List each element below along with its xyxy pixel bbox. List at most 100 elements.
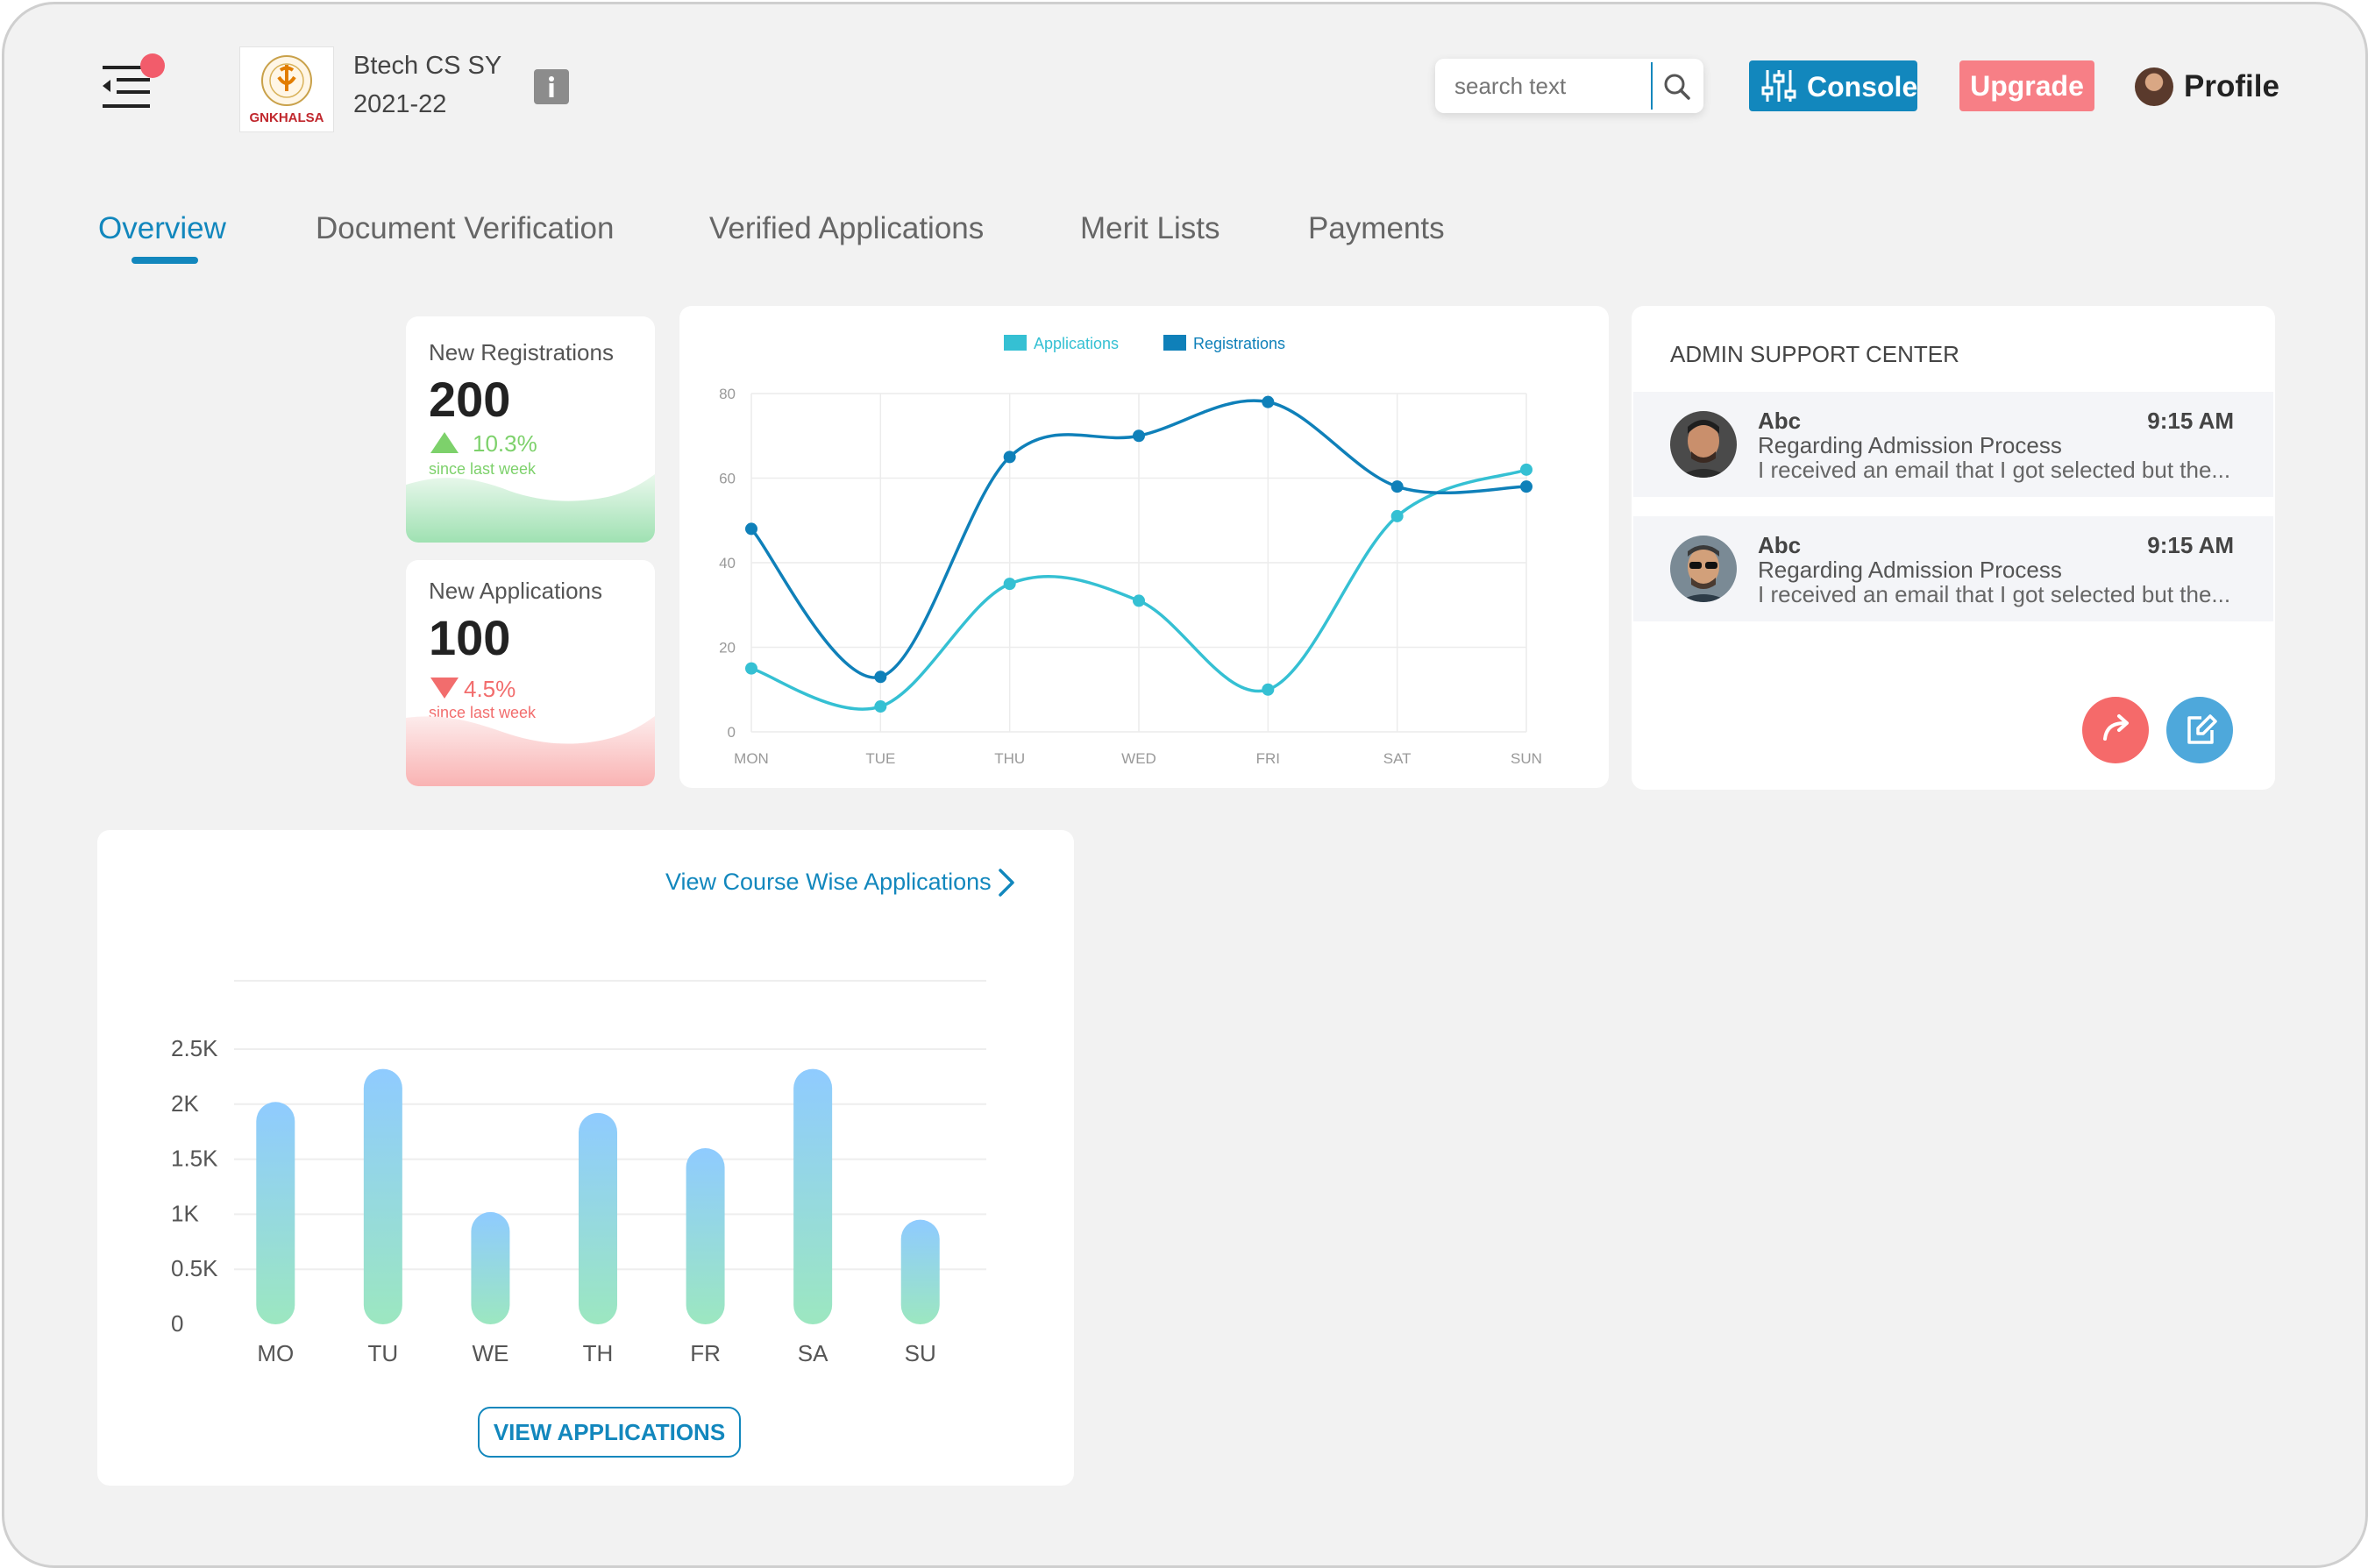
series-line — [750, 399, 1527, 679]
message-subject: Regarding Admission Process — [1758, 432, 2062, 458]
upgrade-button[interactable]: Upgrade — [1959, 60, 2094, 111]
tab-merit-lists[interactable]: Merit Lists — [1080, 211, 1220, 245]
data-point — [874, 670, 887, 684]
chevron-right-icon — [999, 869, 1014, 897]
tab-payments[interactable]: Payments — [1308, 211, 1445, 245]
logo-text: GNKHALSA — [249, 110, 324, 125]
view-course-wise-link[interactable]: View Course Wise Applications — [665, 865, 1025, 900]
menu-button[interactable] — [99, 53, 165, 111]
profile-avatar — [2135, 67, 2173, 106]
weekly-line-chart: 0 20 40 60 80 MON TUE THU WED FRI SAT SUN Applicatio… — [719, 335, 1542, 767]
data-point — [1390, 480, 1404, 493]
y-tick-label: 1.5K — [171, 1146, 218, 1172]
view-applications-button[interactable]: VIEW APPLICATIONS — [478, 1407, 741, 1458]
stat-change: 10.3% — [473, 430, 537, 457]
avatar — [1670, 536, 1737, 602]
stat-value: 100 — [429, 610, 511, 665]
stat-since: since last week — [429, 460, 537, 478]
y-tick-label: 40 — [719, 555, 736, 571]
reply-button[interactable] — [2082, 697, 2149, 763]
compose-button[interactable] — [2166, 697, 2233, 763]
x-tick-label: WED — [1121, 750, 1156, 767]
x-tick-label: WE — [472, 1340, 508, 1366]
bar — [900, 1219, 940, 1324]
legend-label: Registrations — [1193, 335, 1285, 352]
bar — [363, 1068, 402, 1324]
message-subject: Regarding Admission Process — [1758, 557, 2062, 583]
x-tick-label: SU — [905, 1340, 936, 1366]
y-tick-label: 2K — [171, 1090, 199, 1117]
y-tick-label: 0 — [171, 1310, 183, 1337]
tab-verified-applications[interactable]: Verified Applications — [709, 211, 985, 245]
message-preview: I received an email that I got selected … — [1758, 457, 2231, 483]
data-point — [745, 662, 757, 675]
trend-down-icon — [430, 678, 459, 699]
y-tick-label: 0.5K — [171, 1255, 218, 1281]
data-point — [1003, 578, 1016, 591]
message-preview: I received an email that I got selected … — [1758, 581, 2231, 607]
data-point — [745, 522, 757, 536]
bar — [256, 1102, 295, 1324]
data-point — [1262, 683, 1275, 696]
notification-dot — [140, 53, 165, 78]
search-divider — [1651, 62, 1653, 110]
tab-overview[interactable]: Overview — [98, 211, 226, 245]
support-title: ADMIN SUPPORT CENTER — [1670, 341, 1959, 367]
bar — [471, 1211, 510, 1324]
info-icon — [549, 76, 554, 97]
y-tick-label: 2.5K — [171, 1035, 218, 1061]
link-label: View Course Wise Applications — [665, 869, 992, 895]
weekly-line-chart-card: 0 20 40 60 80 MON TUE THU WED FRI SAT SUN Applicatio… — [679, 306, 1609, 788]
info-button[interactable] — [534, 69, 569, 104]
registrations-wave — [406, 474, 655, 543]
support-message[interactable]: Abc 9:15 AM Regarding Admission Process … — [1633, 516, 2273, 621]
legend-swatch — [1004, 335, 1027, 351]
profile-menu[interactable]: Profile — [2135, 66, 2301, 108]
data-point — [874, 700, 887, 713]
search-box — [1435, 59, 1703, 113]
x-tick-label: FR — [690, 1340, 721, 1366]
applications-wave — [406, 716, 655, 786]
x-tick-label: SAT — [1383, 750, 1412, 767]
data-point — [1390, 509, 1404, 522]
message-sender: Abc — [1758, 532, 1802, 558]
course-applications-card: View Course Wise Applications 0 0.5K 1K 1.5… — [97, 830, 1074, 1486]
x-tick-label: THU — [994, 750, 1025, 767]
sliders-icon — [1761, 70, 1796, 102]
new-applications-card: New Applications 100 4.5% since last wee… — [406, 560, 655, 786]
bar — [793, 1068, 833, 1324]
console-label: Console — [1807, 71, 1918, 103]
search-button[interactable] — [1660, 69, 1695, 104]
tab-document-verification[interactable]: Document Verification — [316, 211, 615, 245]
course-session: 2021-22 — [353, 90, 447, 118]
console-button[interactable]: Console — [1749, 60, 1917, 111]
data-point — [1133, 429, 1145, 443]
reply-arrow-icon — [2103, 714, 2129, 741]
trend-up-icon — [430, 432, 459, 453]
course-title: Btech CS SY — [353, 52, 502, 80]
data-point — [1262, 395, 1275, 408]
y-tick-label: 0 — [728, 724, 736, 741]
y-tick-label: 80 — [719, 386, 736, 402]
stat-change: 4.5% — [464, 676, 516, 702]
x-tick-label: TUE — [865, 750, 895, 767]
search-icon — [1664, 74, 1690, 100]
x-tick-label: FRI — [1256, 750, 1280, 767]
data-point — [1520, 463, 1532, 476]
message-time: 9:15 AM — [2147, 408, 2234, 434]
stat-label: New Applications — [429, 578, 602, 604]
x-tick-label: MO — [257, 1340, 294, 1366]
x-tick-label: TU — [368, 1340, 399, 1366]
course-bar-chart: 0 0.5K 1K 1.5K 2K 2.5K MO TU WE TH FR SA SU — [171, 980, 986, 1366]
new-registrations-card: New Registrations 200 10.3% since last w… — [406, 316, 655, 543]
y-tick-label: 60 — [719, 471, 736, 487]
y-tick-label: 1K — [171, 1200, 199, 1226]
stat-since: since last week — [429, 704, 537, 721]
legend-label: Applications — [1034, 335, 1119, 352]
bar — [579, 1112, 617, 1324]
avatar — [1670, 411, 1737, 478]
search-input[interactable] — [1435, 59, 1656, 113]
x-tick-label: SA — [798, 1340, 828, 1366]
support-message[interactable]: Abc 9:15 AM Regarding Admission Process … — [1633, 392, 2273, 497]
